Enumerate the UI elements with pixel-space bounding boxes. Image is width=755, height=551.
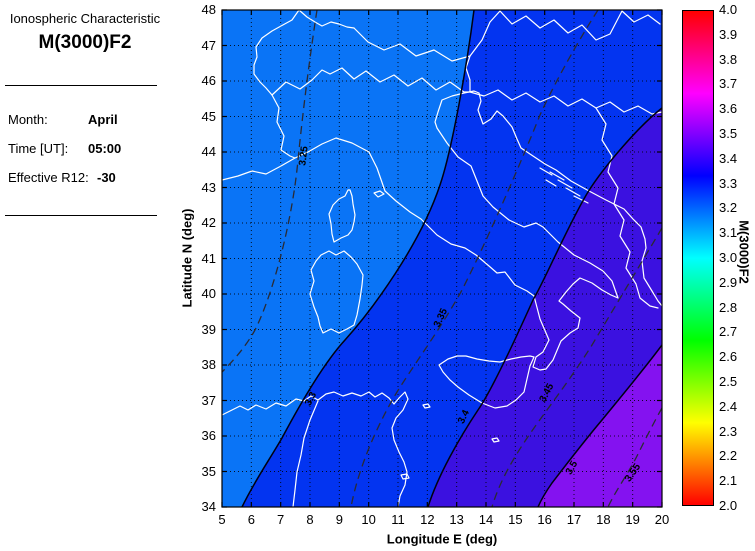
colorbar-tick-label: 2.9 (719, 274, 738, 290)
border-balkan-inland (595, 107, 659, 309)
border-france-italy (271, 94, 296, 159)
contour-label: 3.25 (297, 145, 311, 167)
colorbar-tick-label: 3.3 (719, 175, 738, 191)
colorbar-tick-label: 2.1 (719, 473, 738, 489)
x-tick-label: 11 (391, 512, 405, 527)
y-tick-label: 39 (201, 321, 216, 337)
colorbar-tick-label: 4.0 (719, 2, 738, 17)
r12-value: -30 (97, 170, 116, 185)
contour-3p45 (491, 227, 662, 507)
colorbar-tick-label: 3.6 (719, 101, 738, 117)
colorbar-gradient (682, 10, 714, 506)
colorbar-tick-label: 2.8 (719, 299, 738, 315)
island-sardinia (309, 250, 364, 334)
colorbar-tick-label: 2.0 (719, 498, 738, 513)
y-tick-label: 38 (201, 357, 216, 372)
x-tick-label: 12 (420, 512, 435, 527)
colorbar-tick-label: 3.0 (719, 250, 738, 265)
colorbar-tick-label: 2.5 (719, 374, 738, 389)
month-value: April (88, 112, 118, 127)
border-swiss-east (465, 55, 471, 93)
x-tick-label: 6 (247, 512, 255, 527)
y-tick-label: 47 (201, 37, 216, 53)
colorbar-tick-label: 2.2 (719, 448, 738, 464)
island-corsica (328, 189, 356, 243)
colorbar-tick-label: 2.3 (719, 423, 738, 439)
y-tick-label: 44 (201, 144, 216, 159)
y-tick-label: 34 (201, 499, 216, 514)
y-tick-label: 41 (201, 250, 216, 266)
island-elba (373, 190, 385, 198)
islands-dalmatia (539, 167, 589, 204)
panel-title: M(3000)F2 (38, 32, 132, 53)
y-tick-label: 35 (201, 463, 216, 479)
colorbar-tick-label: 3.4 (719, 150, 738, 166)
x-tick-label: 5 (218, 512, 226, 527)
time-label: Time [UT]: (8, 141, 69, 156)
contour-3p5 (537, 344, 662, 507)
y-tick-label: 36 (201, 428, 216, 443)
contour-3p55 (607, 407, 662, 507)
dashed-contours (222, 10, 662, 507)
coast-italy-balkans (222, 90, 662, 371)
colorbar-label: M(3000)F2 (736, 220, 752, 284)
x-tick-label: 14 (478, 512, 494, 527)
colorbar-tick-label: 3.5 (719, 126, 738, 141)
y-tick-label: 46 (201, 73, 216, 88)
month-label: Month: (8, 112, 48, 127)
band-3p4-3p5 (428, 108, 662, 507)
x-tick-label: 10 (361, 512, 376, 527)
x-axis-label: Longitude E (deg) (386, 531, 498, 547)
colorbar-tick-label: 3.8 (719, 51, 738, 67)
divider-top (5, 85, 157, 86)
colorbar-tick-label: 2.6 (719, 349, 738, 365)
x-tick-label: 8 (306, 512, 314, 527)
panel-subtitle: Ionospheric Characteristic (9, 11, 161, 26)
r12-label: Effective R12: (8, 170, 89, 185)
x-tick-label: 19 (625, 512, 640, 527)
time-value: 05:00 (88, 141, 122, 156)
y-tick-label: 37 (201, 392, 216, 408)
x-tick-label: 9 (335, 512, 343, 527)
x-tick-label: 15 (508, 512, 523, 527)
map-frame (221, 9, 663, 508)
island-kerkennah (400, 473, 410, 480)
colorbar-tick-label: 3.1 (719, 225, 738, 241)
island-malta (491, 437, 500, 443)
border-tunisia (292, 400, 319, 507)
x-tick-label: 13 (449, 512, 464, 527)
y-tick-label: 40 (201, 286, 216, 301)
contour-3p3 (241, 10, 475, 507)
y-tick-label: 48 (201, 2, 216, 17)
island-sicily (438, 355, 535, 409)
colorbar-tick-label: 3.2 (719, 200, 738, 216)
contour-3p25 (222, 10, 318, 373)
island-pantelleria (422, 403, 431, 409)
y-tick-label: 43 (201, 179, 216, 195)
coastlines (222, 10, 662, 507)
border-alps-north (353, 10, 661, 62)
contour-3p4 (427, 107, 662, 507)
colorbar-tick-label: 3.7 (719, 76, 738, 92)
coast-africa (222, 391, 409, 507)
colorbar-tick-label: 2.4 (719, 398, 738, 414)
x-tick-label: 17 (566, 512, 582, 527)
x-tick-label: 20 (654, 512, 670, 527)
colorbar-tick-label: 3.9 (719, 26, 738, 42)
y-tick-label: 42 (201, 215, 216, 230)
divider-bottom (5, 215, 157, 216)
y-tick-label: 45 (201, 108, 216, 124)
border-swiss-north (298, 10, 355, 29)
x-tick-label: 7 (277, 512, 285, 527)
band-3p2-3p3 (222, 10, 474, 507)
solid-contours (241, 10, 662, 507)
colorbar-tick-label: 2.7 (719, 324, 738, 340)
x-tick-label: 18 (596, 512, 611, 527)
border-swiss-west (253, 10, 300, 96)
x-tick-label: 16 (537, 512, 552, 527)
